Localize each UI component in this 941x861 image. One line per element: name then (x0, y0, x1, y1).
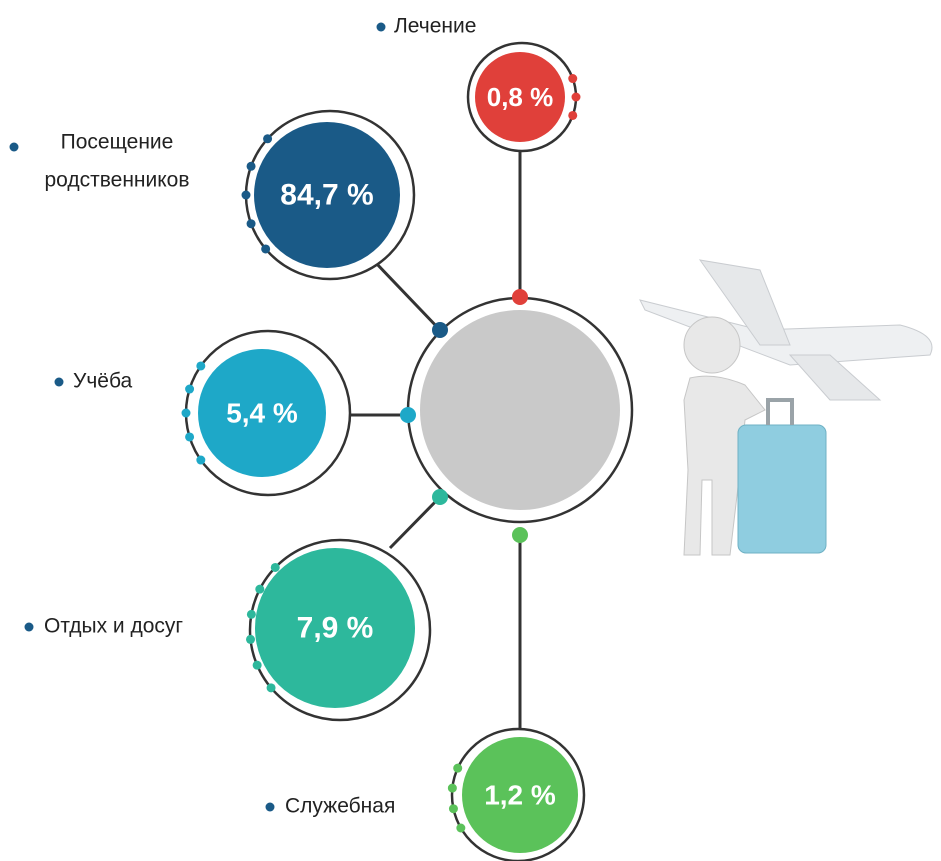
hub-dot (400, 407, 416, 423)
ring-dot (247, 610, 256, 619)
hub-dot (432, 322, 448, 338)
node-label: Служебная (285, 795, 395, 818)
bullet (55, 378, 64, 387)
node: 5,4 % Учёба (55, 331, 351, 495)
connector (390, 497, 440, 548)
bullet (266, 803, 275, 812)
bullet (377, 23, 386, 32)
node-value: 5,4 % (226, 398, 298, 429)
ring-dot (449, 804, 458, 813)
connector (375, 262, 440, 330)
node-label: Учёба (73, 370, 133, 393)
hub-dot (512, 527, 528, 543)
hub-dot (432, 489, 448, 505)
ring-dot (263, 134, 272, 143)
ring-dot (242, 191, 251, 200)
ring-dot (182, 409, 191, 418)
node-value: 0,8 % (487, 82, 554, 112)
ring-dot (572, 93, 581, 102)
node: 1,2 % Служебная (266, 729, 585, 861)
node-label: Лечение (394, 15, 476, 38)
ring-dot (185, 385, 194, 394)
node: 84,7 % Посещение родственников (10, 111, 415, 279)
ring-dot (196, 361, 205, 370)
ring-dot (255, 585, 264, 594)
illustration (640, 260, 932, 555)
ring-dot (261, 244, 270, 253)
ring-dot (246, 635, 255, 644)
node-label: Посещение (61, 131, 174, 154)
figure-head (684, 317, 740, 373)
ring-dot (267, 683, 276, 692)
node-label: Отдых и досуг (44, 615, 183, 638)
infographic: 0,8 % Лечение 84,7 % Посещение родственн… (0, 0, 941, 861)
hub-center (420, 310, 620, 510)
ring-dot (448, 784, 457, 793)
ring-dot (271, 563, 280, 572)
ring-dot (247, 219, 256, 228)
plane-body (640, 300, 932, 365)
ring-dot (456, 824, 465, 833)
suitcase-handle (768, 400, 792, 425)
node: 7,9 % Отдых и досуг (25, 540, 431, 720)
bullet (10, 143, 19, 152)
node-value: 1,2 % (484, 780, 556, 811)
hub-dot (512, 289, 528, 305)
suitcase (738, 425, 826, 553)
node-label: родственников (44, 169, 189, 192)
ring-dot (247, 162, 256, 171)
ring-dot (253, 661, 262, 670)
ring-dot (196, 456, 205, 465)
ring-dot (453, 764, 462, 773)
hub (400, 289, 632, 543)
ring-dot (568, 74, 577, 83)
ring-dot (185, 432, 194, 441)
plane-wing (790, 355, 880, 400)
node: 0,8 % Лечение (377, 15, 577, 151)
bullet (25, 623, 34, 632)
node-value: 84,7 % (280, 179, 373, 212)
node-value: 7,9 % (297, 612, 374, 645)
ring-dot (568, 111, 577, 120)
